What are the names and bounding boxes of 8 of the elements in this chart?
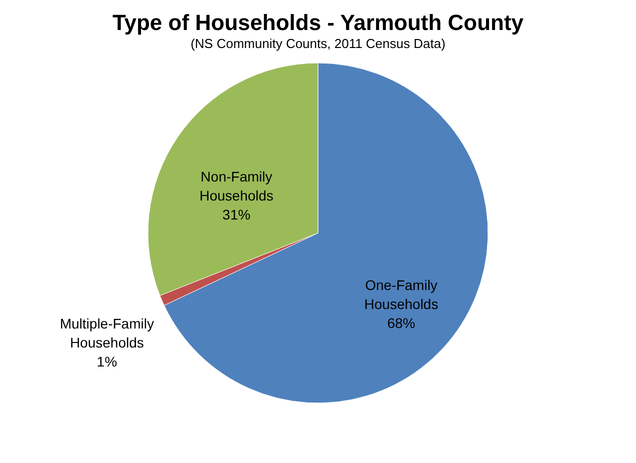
slice-label: Multiple-Family Households bbox=[60, 315, 154, 350]
chart-subtitle: (NS Community Counts, 2011 Census Data) bbox=[190, 36, 446, 51]
data-label: 1% bbox=[96, 353, 118, 370]
data-label: 68% bbox=[387, 314, 416, 331]
slice-label: One-Family Households bbox=[364, 276, 438, 312]
slice-label: Non-Family Households bbox=[199, 168, 274, 204]
chart-title: Type of Households - Yarmouth County bbox=[112, 10, 524, 35]
data-label: 31% bbox=[222, 206, 250, 223]
